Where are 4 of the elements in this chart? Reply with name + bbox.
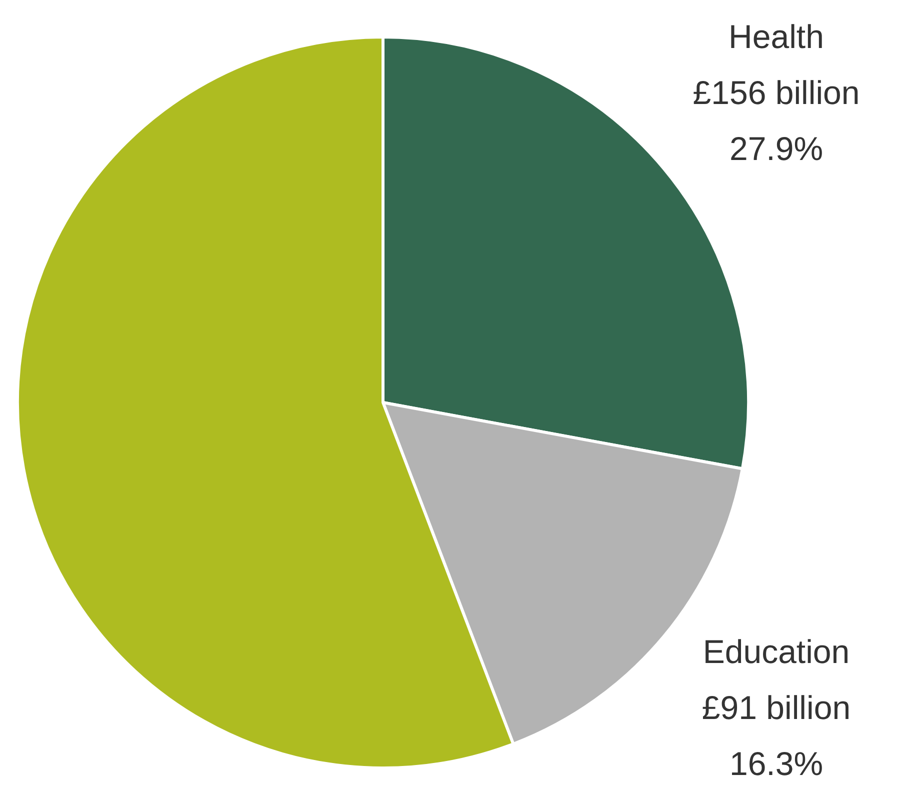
data-label: £91 billion 16.3% (702, 689, 851, 782)
data-label: £156 billion 27.9% (692, 74, 860, 168)
slice-label: Health (728, 18, 824, 56)
slice-label: Education (702, 633, 850, 670)
